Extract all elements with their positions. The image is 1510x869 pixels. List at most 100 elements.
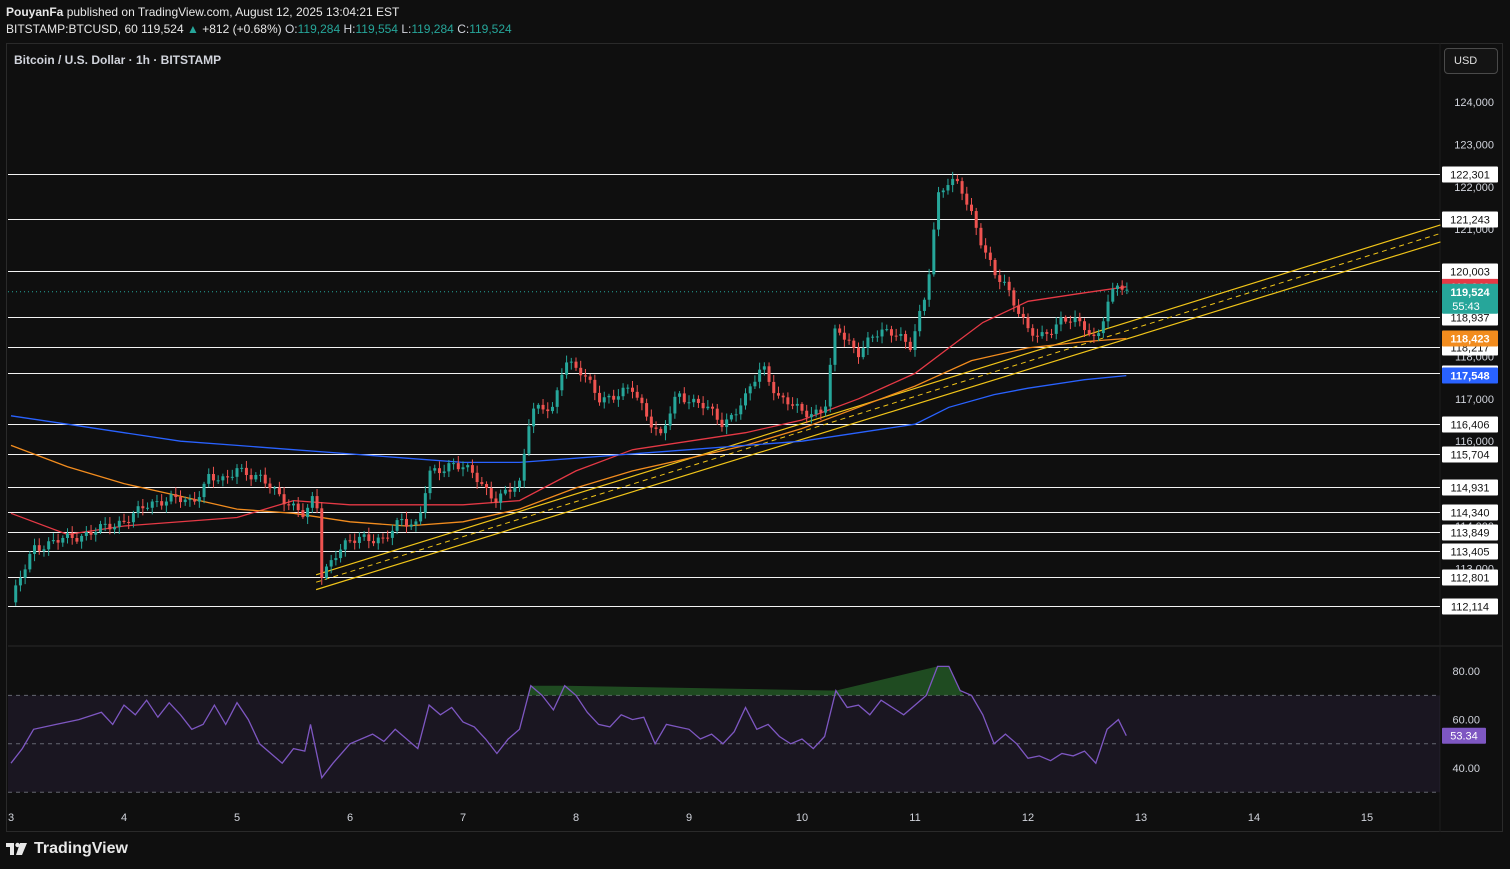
candle-body [927, 274, 931, 300]
price-tag-bg [1442, 367, 1498, 384]
candle-body [1026, 317, 1030, 329]
candle-body [941, 190, 945, 193]
candle-body [324, 566, 328, 578]
candle-body [871, 336, 875, 338]
level-tag-bg [1442, 211, 1498, 228]
candle-body [1002, 281, 1006, 283]
candle-body [419, 512, 423, 522]
candle-body [310, 496, 314, 508]
candle-body [616, 396, 620, 400]
candle-body [828, 364, 832, 407]
candle-body [136, 506, 140, 514]
candle-body [522, 453, 526, 481]
candle-body [343, 540, 347, 550]
candle-body [838, 328, 842, 333]
candle-body [842, 332, 846, 340]
candle-body [372, 541, 376, 544]
candle-body [569, 361, 573, 363]
candle-body [527, 426, 531, 454]
candle-body [663, 425, 667, 434]
candle-body [532, 408, 536, 427]
candle-body [1021, 313, 1025, 318]
candle-body [602, 397, 606, 403]
candle-body [753, 381, 757, 387]
candle-body [348, 540, 352, 542]
candle-body [781, 395, 785, 398]
candle-body [904, 334, 908, 342]
candle-body [244, 467, 248, 475]
candle-body [433, 468, 437, 471]
candle-body [696, 398, 700, 403]
candle-body [960, 181, 964, 194]
candle-body [1068, 321, 1072, 323]
rsi-axis-tick: 40.00 [1452, 763, 1480, 775]
candle-body [847, 339, 851, 341]
candle-body [621, 387, 625, 397]
candle-body [1040, 332, 1044, 337]
candle-body [141, 506, 145, 509]
candle-body [470, 465, 474, 473]
candle-body [23, 569, 27, 578]
open-value: 119,284 [297, 22, 341, 36]
candle-body [452, 463, 456, 465]
candle-body [37, 545, 41, 551]
publish-info: PouyanFa published on TradingView.com, A… [6, 5, 399, 19]
candle-body [1097, 333, 1101, 337]
candle-body [631, 387, 634, 392]
candle-body [776, 393, 780, 396]
candles-group [14, 171, 1129, 606]
candle-body [1120, 285, 1124, 290]
low-label: L: [401, 22, 412, 36]
publisher-name[interactable]: PouyanFa [6, 5, 64, 19]
candle-body [739, 405, 743, 415]
candle-body [541, 404, 545, 410]
candle-body [339, 549, 343, 559]
high-value: 119,554 [355, 22, 398, 36]
candle-body [885, 329, 889, 331]
candle-body [640, 397, 644, 404]
channel-mid-line [315, 232, 1441, 583]
candle-body [682, 393, 686, 403]
candle-body [518, 480, 521, 488]
time-axis-tick: 9 [686, 812, 692, 824]
candle-body [1007, 281, 1011, 291]
candle-body [94, 532, 98, 535]
candle-body [127, 521, 131, 523]
candle-body [946, 185, 950, 191]
candle-body [659, 428, 663, 434]
candle-body [819, 409, 823, 413]
candle-body [1111, 289, 1115, 302]
candle-body [75, 537, 79, 542]
candle-body [550, 406, 554, 412]
level-tag-bg [1442, 416, 1498, 433]
time-axis-tick: 14 [1248, 812, 1260, 824]
tradingview-logo[interactable]: TradingView [6, 840, 128, 858]
close-label: C: [457, 22, 470, 36]
currency-button[interactable]: USD [1444, 48, 1498, 74]
candle-body [814, 409, 818, 415]
level-tag-bg [1442, 479, 1498, 496]
candle-body [131, 513, 135, 523]
candle-body [861, 347, 865, 358]
time-axis-tick: 8 [573, 812, 579, 824]
candle-body [400, 518, 404, 521]
candle-body [499, 493, 503, 503]
candle-body [259, 474, 263, 476]
chart-frame[interactable] [6, 43, 1503, 832]
candle-body [193, 499, 197, 502]
rsi-tag-label: 53.34 [1450, 731, 1478, 743]
candle-body [762, 366, 766, 370]
price-tag-label: 118,423 [1450, 333, 1489, 345]
level-tag-bg [1442, 524, 1498, 541]
candle-body [386, 537, 390, 539]
countdown-label: 55:43 [1452, 301, 1480, 313]
candle-body [456, 463, 460, 470]
candle-body [748, 386, 752, 394]
time-axis-tick: 11 [909, 812, 920, 824]
candle-body [98, 524, 102, 533]
candle-body [357, 536, 361, 543]
candle-body [913, 331, 917, 350]
candle-body [296, 503, 300, 511]
candle-body [635, 391, 639, 398]
